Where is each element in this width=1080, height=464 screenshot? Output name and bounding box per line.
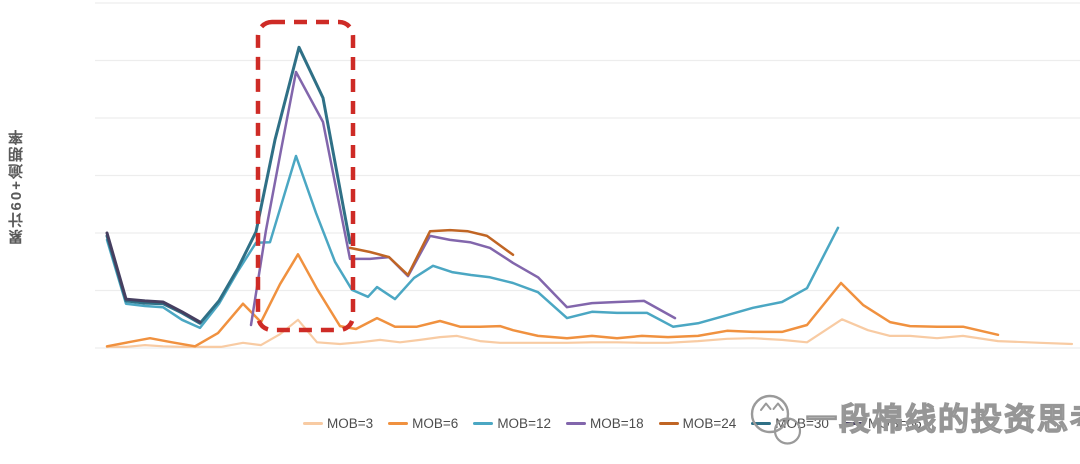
series-line-MOB=36 <box>105 231 202 324</box>
legend-item-MOB=36: MOB=36 <box>843 416 922 431</box>
series-line-MOB=12 <box>105 154 840 330</box>
legend-swatch <box>658 422 679 425</box>
series-line-MOB=6 <box>105 253 1000 348</box>
legend-item-MOB=24: MOB=24 <box>658 416 737 431</box>
series-line-MOB=3 <box>105 318 1074 348</box>
legend-item-MOB=30: MOB=30 <box>751 416 829 431</box>
legend-item-MOB=18: MOB=18 <box>565 416 644 431</box>
legend-label: MOB=6 <box>412 416 459 431</box>
legend-swatch <box>388 422 409 425</box>
legend-label: MOB=36 <box>867 416 922 431</box>
legend-swatch <box>565 422 586 425</box>
series-line-MOB=24 <box>348 228 515 277</box>
legend-swatch <box>751 422 772 425</box>
legend: MOB=3 MOB=6 MOB=12 MOB=18 MOB=24 MOB=30 MOB=36 <box>303 416 922 431</box>
legend-label: MOB=3 <box>327 416 374 431</box>
legend-swatch <box>303 422 323 425</box>
legend-swatch <box>843 422 864 425</box>
legend-item-MOB=12: MOB=12 <box>473 416 551 431</box>
legend-swatch <box>473 422 494 425</box>
series-line-MOB=18 <box>249 70 677 327</box>
legend-label: MOB=18 <box>589 416 644 431</box>
legend-label: MOB=30 <box>775 416 829 431</box>
legend-label: MOB=24 <box>682 416 737 431</box>
highlight-box <box>255 19 356 333</box>
legend-item-MOB=3: MOB=3 <box>303 416 373 431</box>
legend-label: MOB=12 <box>497 416 551 431</box>
legend-item-MOB=6: MOB=6 <box>388 416 458 431</box>
series-line-MOB=30 <box>105 45 352 325</box>
